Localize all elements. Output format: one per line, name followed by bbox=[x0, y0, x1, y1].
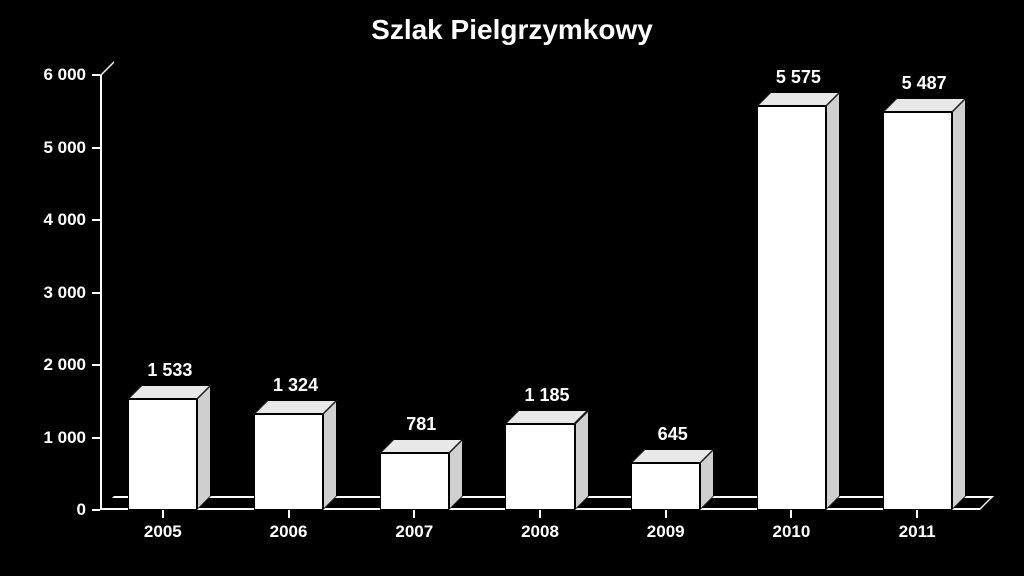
bar-side bbox=[952, 98, 966, 510]
y-tick-label: 1 000 bbox=[6, 428, 86, 448]
y-tick-label: 6 000 bbox=[6, 65, 86, 85]
y-tick bbox=[92, 437, 100, 439]
bar bbox=[757, 106, 826, 510]
x-tick bbox=[162, 510, 164, 518]
y-tick bbox=[92, 74, 100, 76]
x-tick bbox=[539, 510, 541, 518]
bar bbox=[505, 424, 574, 510]
bar-top bbox=[757, 92, 840, 106]
bar bbox=[380, 453, 449, 510]
y-tick-label: 3 000 bbox=[6, 283, 86, 303]
x-tick-label: 2010 bbox=[773, 522, 811, 542]
y-tick bbox=[92, 509, 100, 511]
bar-side bbox=[323, 400, 337, 510]
x-tick-label: 2011 bbox=[899, 522, 936, 542]
bar-side bbox=[826, 92, 840, 510]
bar-top bbox=[380, 439, 463, 453]
y-tick bbox=[92, 364, 100, 366]
bar-top bbox=[128, 385, 211, 399]
bar-side bbox=[575, 410, 589, 510]
x-tick bbox=[665, 510, 667, 518]
back-wall-3d bbox=[100, 61, 114, 510]
y-tick-label: 5 000 bbox=[6, 138, 86, 158]
x-tick-label: 2006 bbox=[270, 522, 308, 542]
bar-front bbox=[254, 414, 323, 510]
bar bbox=[631, 463, 700, 510]
y-tick bbox=[92, 219, 100, 221]
chart-title: Szlak Pielgrzymkowy bbox=[0, 14, 1024, 46]
x-tick-label: 2007 bbox=[395, 522, 433, 542]
x-tick bbox=[288, 510, 290, 518]
bar-value-label: 5 487 bbox=[902, 73, 947, 94]
plot-area: 01 0002 0003 0004 0005 0006 0001 5332005… bbox=[100, 75, 980, 510]
y-tick bbox=[92, 147, 100, 149]
bar-front bbox=[380, 453, 449, 510]
bar bbox=[128, 399, 197, 510]
chart-container: Szlak Pielgrzymkowy 01 0002 0003 0004 00… bbox=[0, 0, 1024, 576]
y-tick-label: 2 000 bbox=[6, 355, 86, 375]
bar bbox=[883, 112, 952, 510]
bar-value-label: 781 bbox=[406, 414, 436, 435]
bar-front bbox=[631, 463, 700, 510]
x-tick-label: 2009 bbox=[647, 522, 685, 542]
bar-side bbox=[197, 385, 211, 510]
bar-value-label: 645 bbox=[658, 424, 688, 445]
x-tick-label: 2005 bbox=[144, 522, 182, 542]
bar-front bbox=[505, 424, 574, 510]
bar-value-label: 1 533 bbox=[147, 360, 192, 381]
bar-value-label: 1 324 bbox=[273, 375, 318, 396]
x-tick bbox=[916, 510, 918, 518]
bar-front bbox=[757, 106, 826, 510]
y-tick-label: 0 bbox=[6, 500, 86, 520]
bar-value-label: 5 575 bbox=[776, 67, 821, 88]
bar bbox=[254, 414, 323, 510]
bar-top bbox=[254, 400, 337, 414]
bar-top bbox=[505, 410, 588, 424]
y-tick-label: 4 000 bbox=[6, 210, 86, 230]
bar-front bbox=[883, 112, 952, 510]
bar-value-label: 1 185 bbox=[524, 385, 569, 406]
bar-top bbox=[883, 98, 966, 112]
x-tick bbox=[790, 510, 792, 518]
x-tick-label: 2008 bbox=[521, 522, 559, 542]
bar-front bbox=[128, 399, 197, 510]
x-tick bbox=[413, 510, 415, 518]
y-tick bbox=[92, 292, 100, 294]
bar-top bbox=[631, 449, 714, 463]
y-axis bbox=[100, 75, 102, 510]
